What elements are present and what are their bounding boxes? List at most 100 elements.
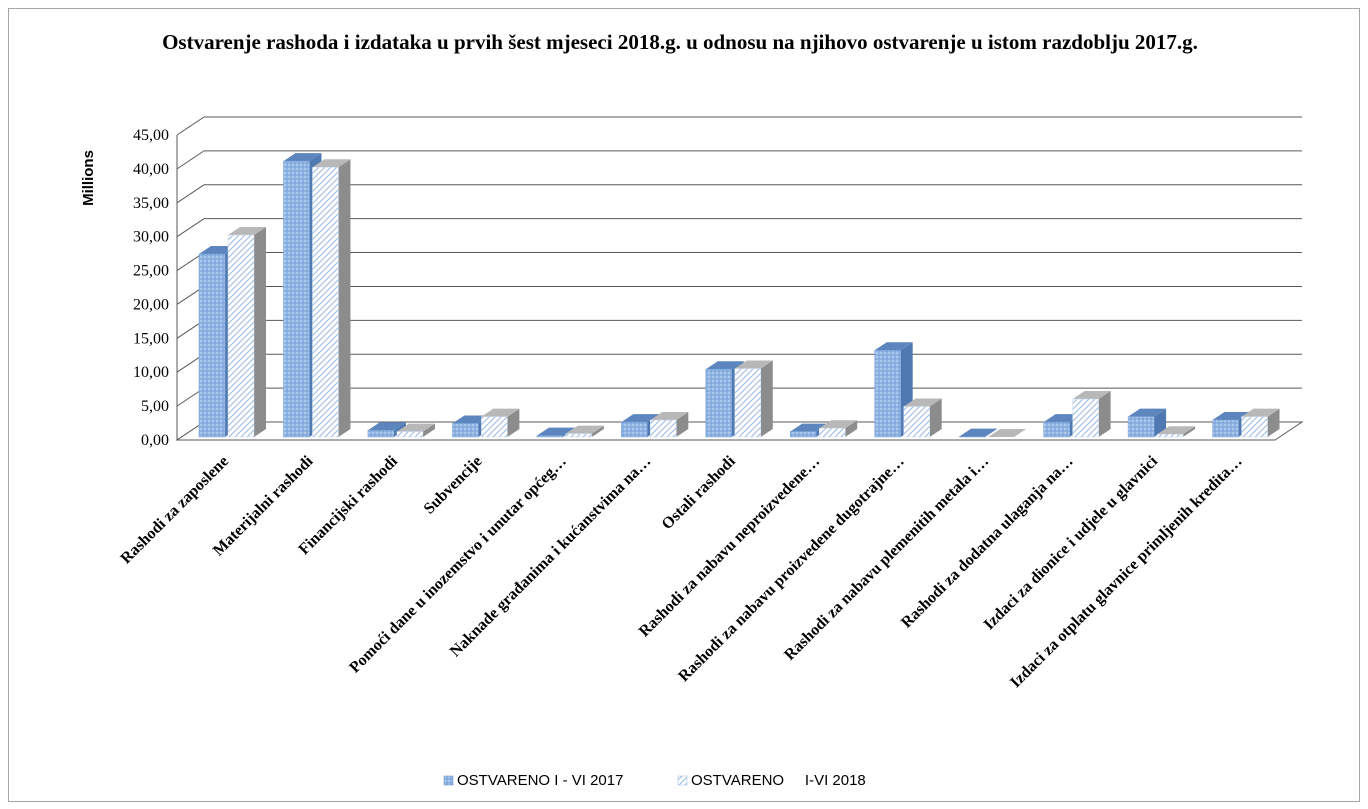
- bar-top: [1212, 412, 1251, 421]
- bar-side: [760, 360, 773, 437]
- bar-side: [422, 423, 435, 437]
- y-tick-label: 35,00: [133, 195, 169, 212]
- bar-top: [396, 423, 435, 432]
- bar-top: [536, 427, 575, 436]
- bar-2018: [1241, 408, 1280, 438]
- bar-front: [1043, 421, 1070, 438]
- bar-side: [1154, 408, 1167, 437]
- bar-2018: [481, 408, 520, 438]
- bar-top: [650, 412, 689, 421]
- bar-front: [396, 431, 424, 438]
- bar-top: [874, 342, 913, 351]
- legend: OSTVARENO I - VI 2017 OSTVARENO I-VI 201…: [443, 772, 866, 789]
- bar-2017: [1127, 408, 1167, 438]
- x-tick-label: Rashodi za dodatna ulaganja na…: [898, 453, 1077, 632]
- bar-side: [1098, 391, 1111, 437]
- bar-front: [818, 427, 846, 438]
- bar-front: [481, 416, 508, 438]
- bar-front: [874, 349, 901, 438]
- bar-2018: [1156, 426, 1196, 438]
- bar-front: [1072, 398, 1099, 438]
- bar-top: [1157, 426, 1196, 435]
- bar-front: [312, 166, 339, 438]
- bar-front: [734, 368, 762, 438]
- bar-front: [198, 253, 226, 438]
- x-tick-label: Ostali rashodi: [659, 452, 740, 533]
- bar-top: [199, 246, 237, 254]
- gridline-side: [176, 218, 205, 238]
- bar-2018: [396, 423, 435, 438]
- bar-front: [367, 429, 395, 438]
- bar-top: [1072, 391, 1111, 400]
- legend-swatch-2018: [677, 775, 688, 786]
- gridline-side: [176, 184, 205, 204]
- bar-top: [481, 408, 520, 417]
- y-tick-label: 5,00: [141, 398, 169, 415]
- bar-side: [929, 398, 942, 437]
- bar-side: [985, 428, 998, 437]
- legend-label-2018: OSTVARENO I-VI 2018: [691, 772, 866, 789]
- bar-front: [283, 160, 310, 438]
- bar-side: [254, 227, 266, 437]
- bar-top: [819, 420, 858, 429]
- y-tick-label: 40,00: [133, 161, 169, 178]
- y-tick-label: 45,00: [133, 127, 169, 144]
- bar-top: [452, 415, 491, 424]
- legend-label-2017: OSTVARENO I - VI 2017: [457, 772, 623, 789]
- bar-front: [1241, 416, 1268, 438]
- bar-top: [734, 360, 773, 369]
- bar-side: [845, 420, 858, 437]
- x-tick-label: Subvencije: [421, 453, 486, 518]
- bar-front: [650, 419, 677, 438]
- bar-front: [621, 421, 648, 438]
- bar-top: [959, 428, 998, 437]
- bar-top: [283, 153, 322, 162]
- bar-top: [705, 361, 744, 370]
- gridline-side: [176, 150, 205, 170]
- bar-2018: [818, 420, 858, 438]
- bar-2018: [734, 360, 773, 438]
- y-tick-label: 30,00: [133, 229, 169, 246]
- y-tick-label: 0,00: [141, 432, 169, 449]
- y-axis-label: Millions: [80, 150, 97, 206]
- bar-front: [452, 423, 479, 438]
- bar-front: [1127, 416, 1155, 438]
- bar-front: [565, 433, 593, 438]
- bar-top: [228, 227, 266, 236]
- bar-side: [1183, 426, 1196, 437]
- bar-top: [621, 414, 660, 423]
- bar-2018: [903, 398, 942, 438]
- chart-title: Ostvarenje rashoda i izdataka u prvih še…: [162, 30, 1198, 54]
- y-tick-label: 20,00: [133, 296, 169, 313]
- bar-top: [903, 398, 942, 407]
- bar-top: [312, 159, 351, 168]
- bar-2018: [988, 429, 1027, 437]
- bar-side: [591, 425, 604, 437]
- bar-side: [676, 412, 689, 437]
- bar-2018: [1072, 391, 1111, 438]
- bar-front: [536, 435, 564, 438]
- gridline-side: [176, 116, 205, 136]
- x-tick-label: Izdaci za dionice i udjele u glavnici: [981, 452, 1162, 633]
- bar-2017: [958, 428, 998, 438]
- bar-side: [1267, 408, 1280, 437]
- bar-top: [565, 425, 604, 434]
- legend-swatch-2017: [443, 775, 454, 786]
- bar-side: [507, 408, 520, 437]
- bar-top: [1241, 408, 1280, 417]
- bar-front: [227, 234, 255, 438]
- bar-2018: [650, 412, 689, 438]
- bar-front: [1156, 434, 1184, 438]
- y-tick-label: 10,00: [133, 364, 169, 381]
- bar-front: [903, 406, 930, 438]
- bar-top: [367, 422, 406, 431]
- bar-top: [988, 429, 1027, 437]
- y-tick-label: 25,00: [133, 263, 169, 280]
- bar-front: [1212, 419, 1239, 438]
- bar-front: [705, 368, 733, 438]
- bar-2018: [565, 425, 604, 438]
- bar-2018: [312, 159, 351, 438]
- bar-2018: [227, 227, 266, 438]
- x-tick-label: Rashodi za nabavu neproizvedene…: [636, 453, 824, 641]
